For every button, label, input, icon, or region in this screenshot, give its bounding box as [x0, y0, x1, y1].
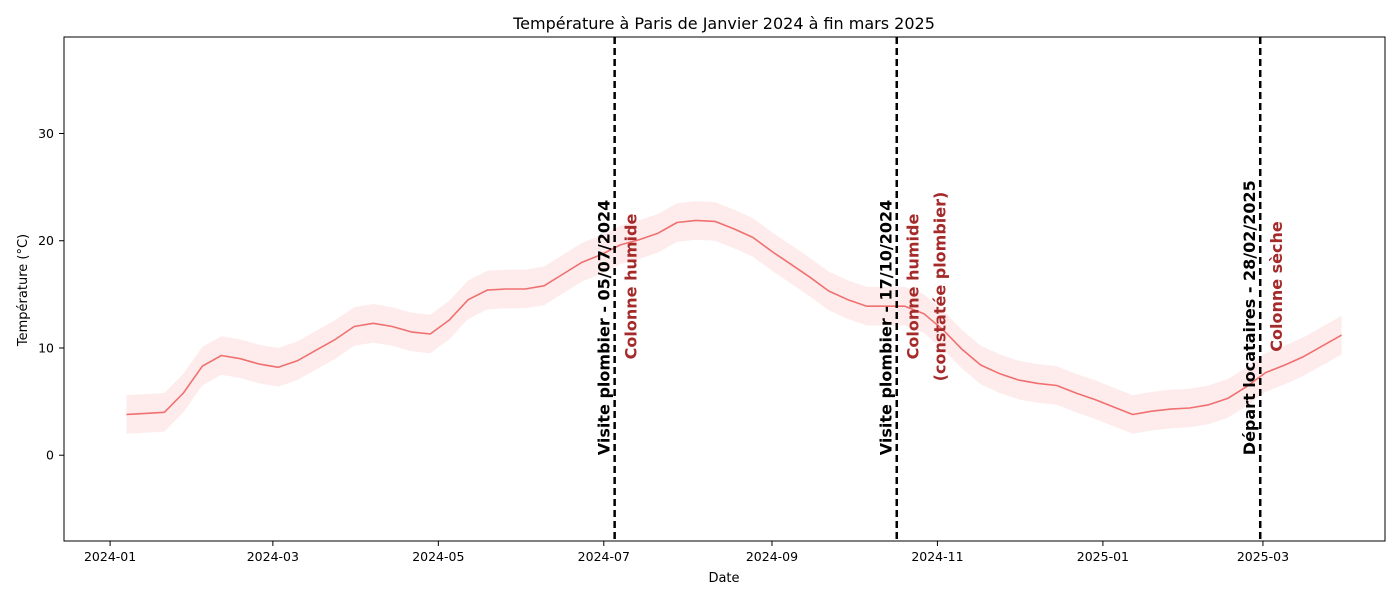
x-tick-label: 2024-07: [578, 549, 630, 564]
y-tick-label: 20: [38, 233, 54, 248]
event-note-1-1: (constatée plombier): [931, 192, 950, 382]
series-band-0: [126, 201, 1342, 434]
plot-frame: [63, 36, 1386, 542]
y-tick-label: 0: [46, 448, 54, 463]
series-line-0: [126, 219, 1342, 416]
x-axis-label: Date: [708, 571, 739, 586]
event-note-1-0: Colonne humide: [904, 214, 923, 360]
event-note-2-0: Colonne sèche: [1267, 221, 1286, 352]
event-label-1: Visite plombier - 17/10/2024: [877, 200, 896, 455]
y-tick-label: 30: [38, 126, 54, 141]
x-tick-label: 2024-11: [911, 549, 963, 564]
plot-area: Visite plombier - 05/07/2024 Colonne humi…: [38, 36, 1386, 564]
y-axis-label: Température (°C): [16, 234, 31, 347]
chart-title: Température à Paris de Janvier 2024 à fi…: [512, 14, 935, 33]
x-tick-label: 2025-01: [1077, 549, 1129, 564]
event-note-0-0: Colonne humide: [622, 214, 641, 360]
y-tick-label: 10: [38, 340, 54, 355]
x-tick-label: 2025-03: [1237, 549, 1289, 564]
event-label-2: Départ locataires - 28/02/2025: [1240, 180, 1259, 455]
x-tick-label: 2024-09: [746, 549, 798, 564]
event-label-0: Visite plombier - 05/07/2024: [595, 200, 614, 455]
x-tick-label: 2024-03: [247, 549, 299, 564]
x-tick-label: 2024-01: [84, 549, 136, 564]
x-tick-label: 2024-05: [412, 549, 464, 564]
